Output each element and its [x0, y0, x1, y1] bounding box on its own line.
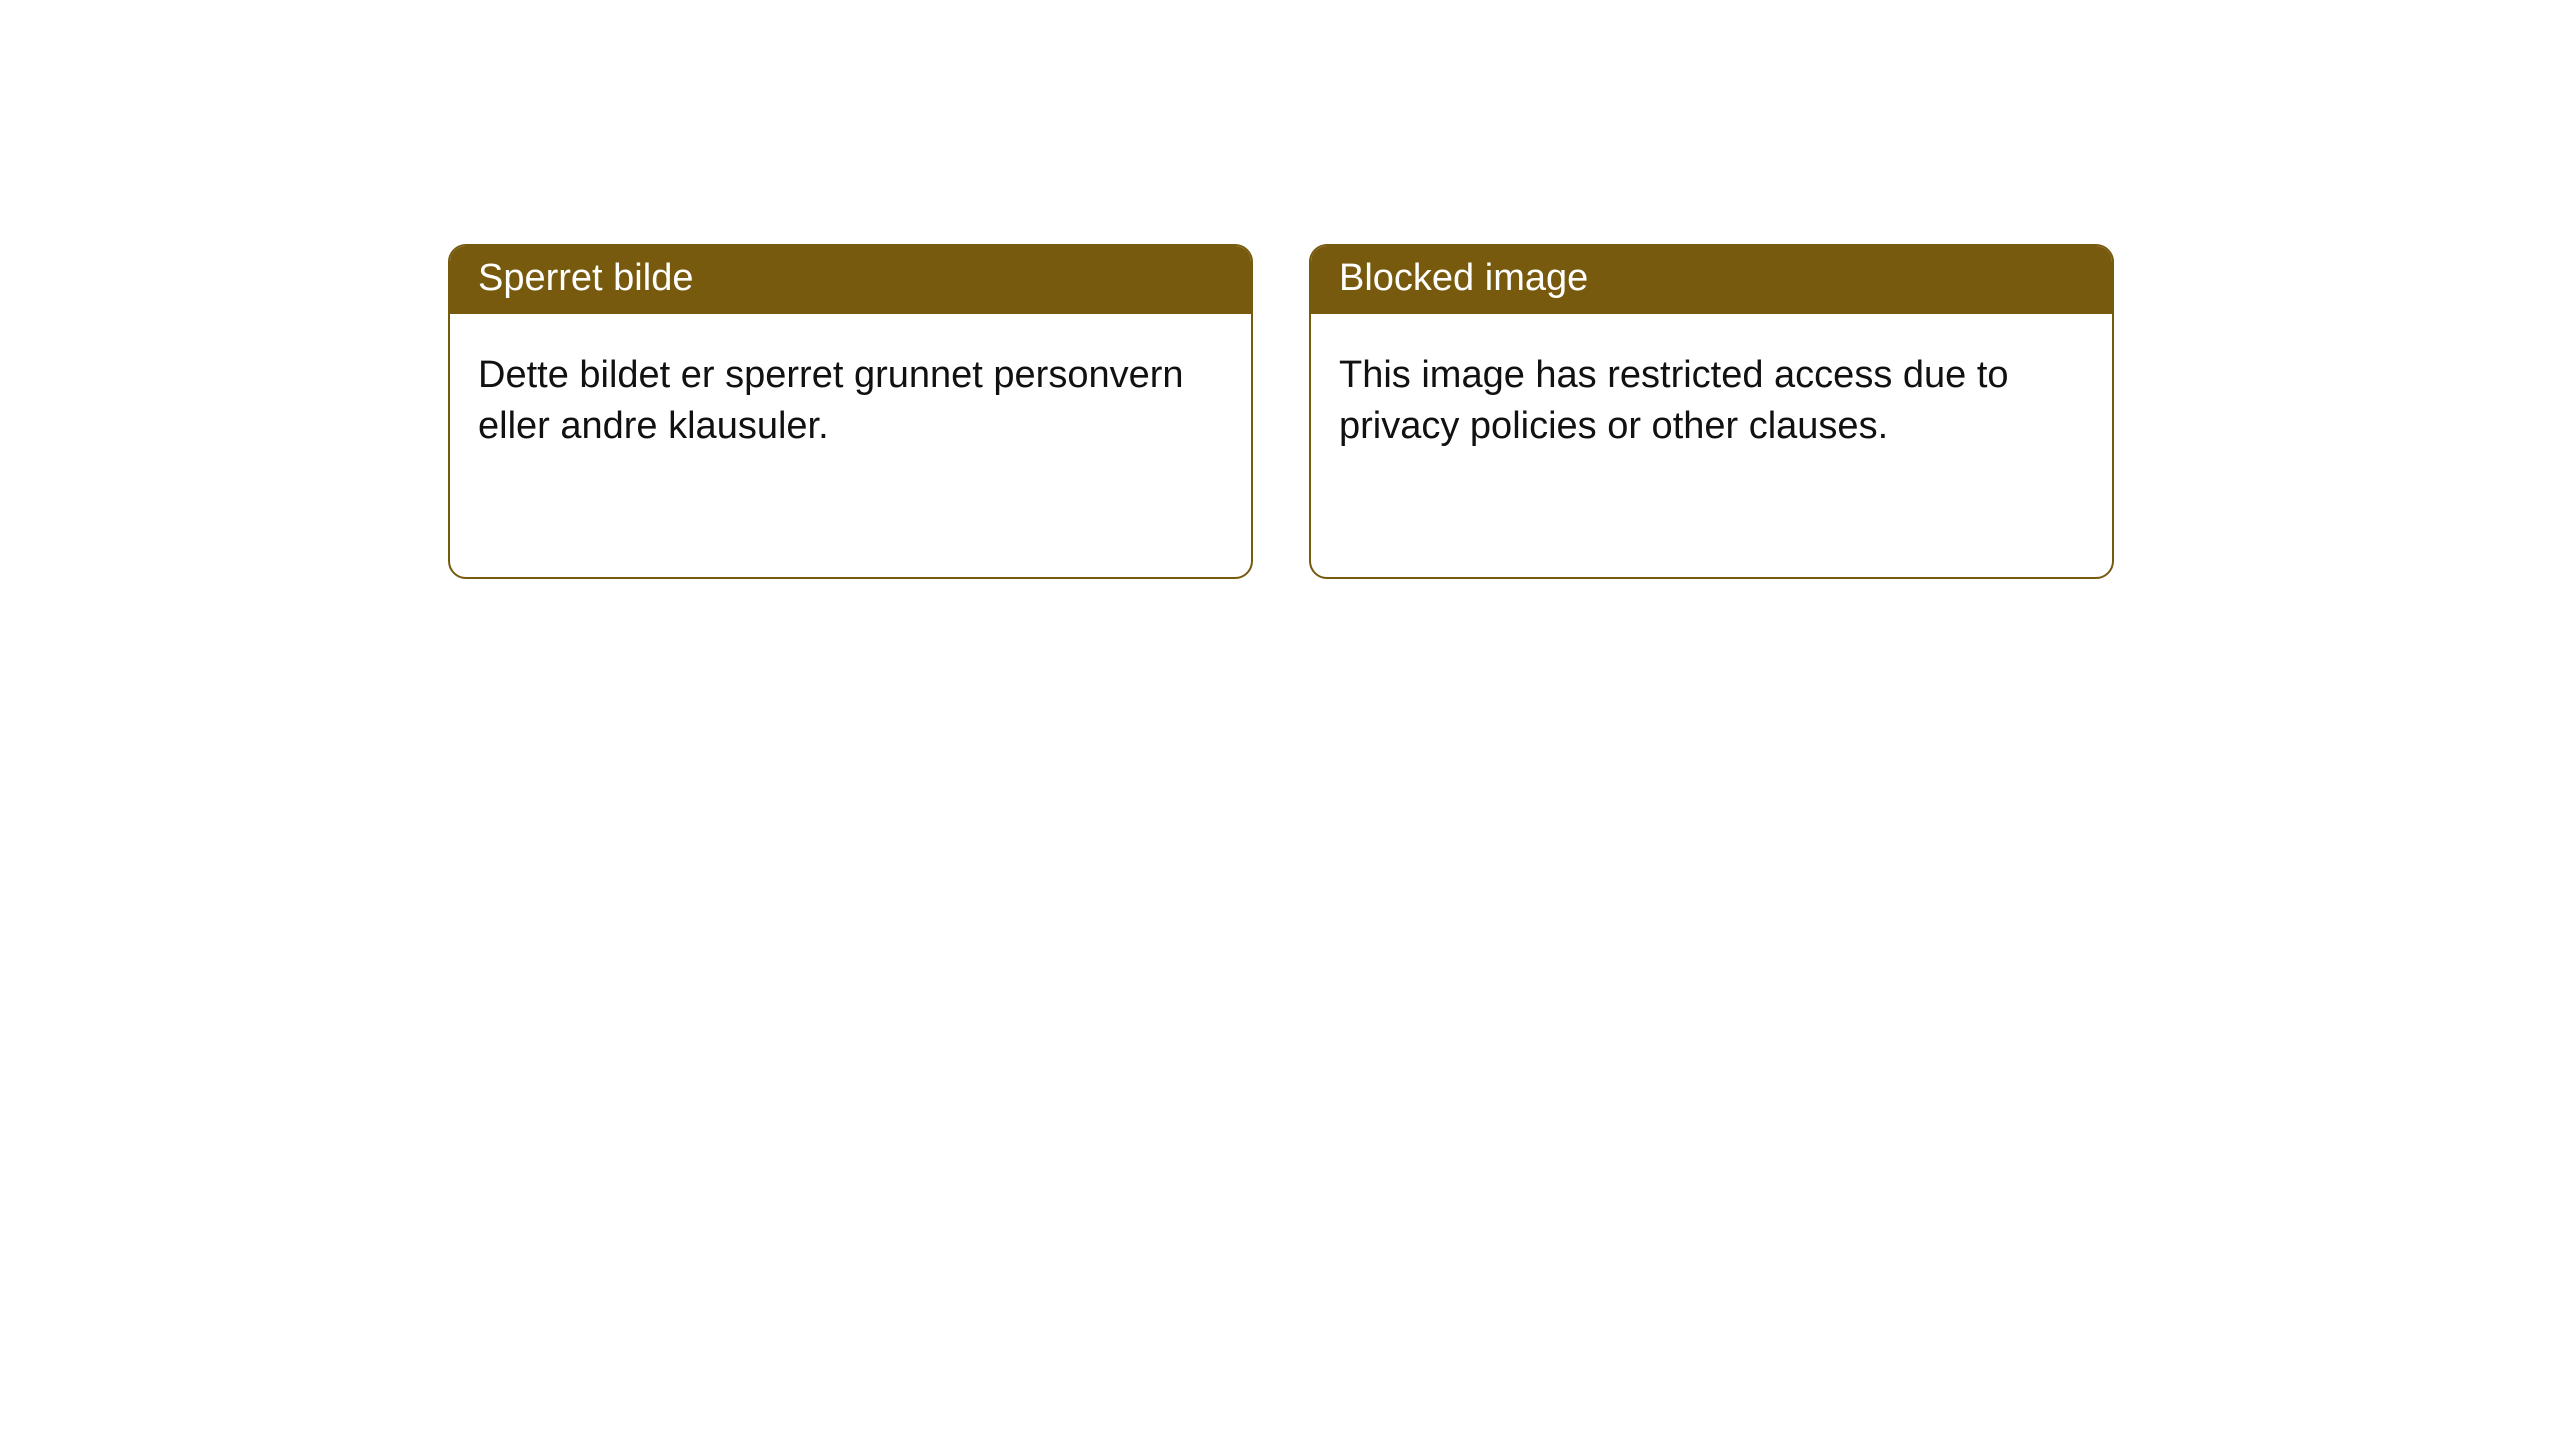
notice-card-title: Blocked image: [1311, 246, 2112, 314]
notice-card-title: Sperret bilde: [450, 246, 1251, 314]
notice-card-body: This image has restricted access due to …: [1311, 314, 2112, 481]
notice-card-body: Dette bildet er sperret grunnet personve…: [450, 314, 1251, 481]
notice-card-english: Blocked image This image has restricted …: [1309, 244, 2114, 579]
notice-card-norwegian: Sperret bilde Dette bildet er sperret gr…: [448, 244, 1253, 579]
notice-cards-row: Sperret bilde Dette bildet er sperret gr…: [0, 0, 2560, 579]
